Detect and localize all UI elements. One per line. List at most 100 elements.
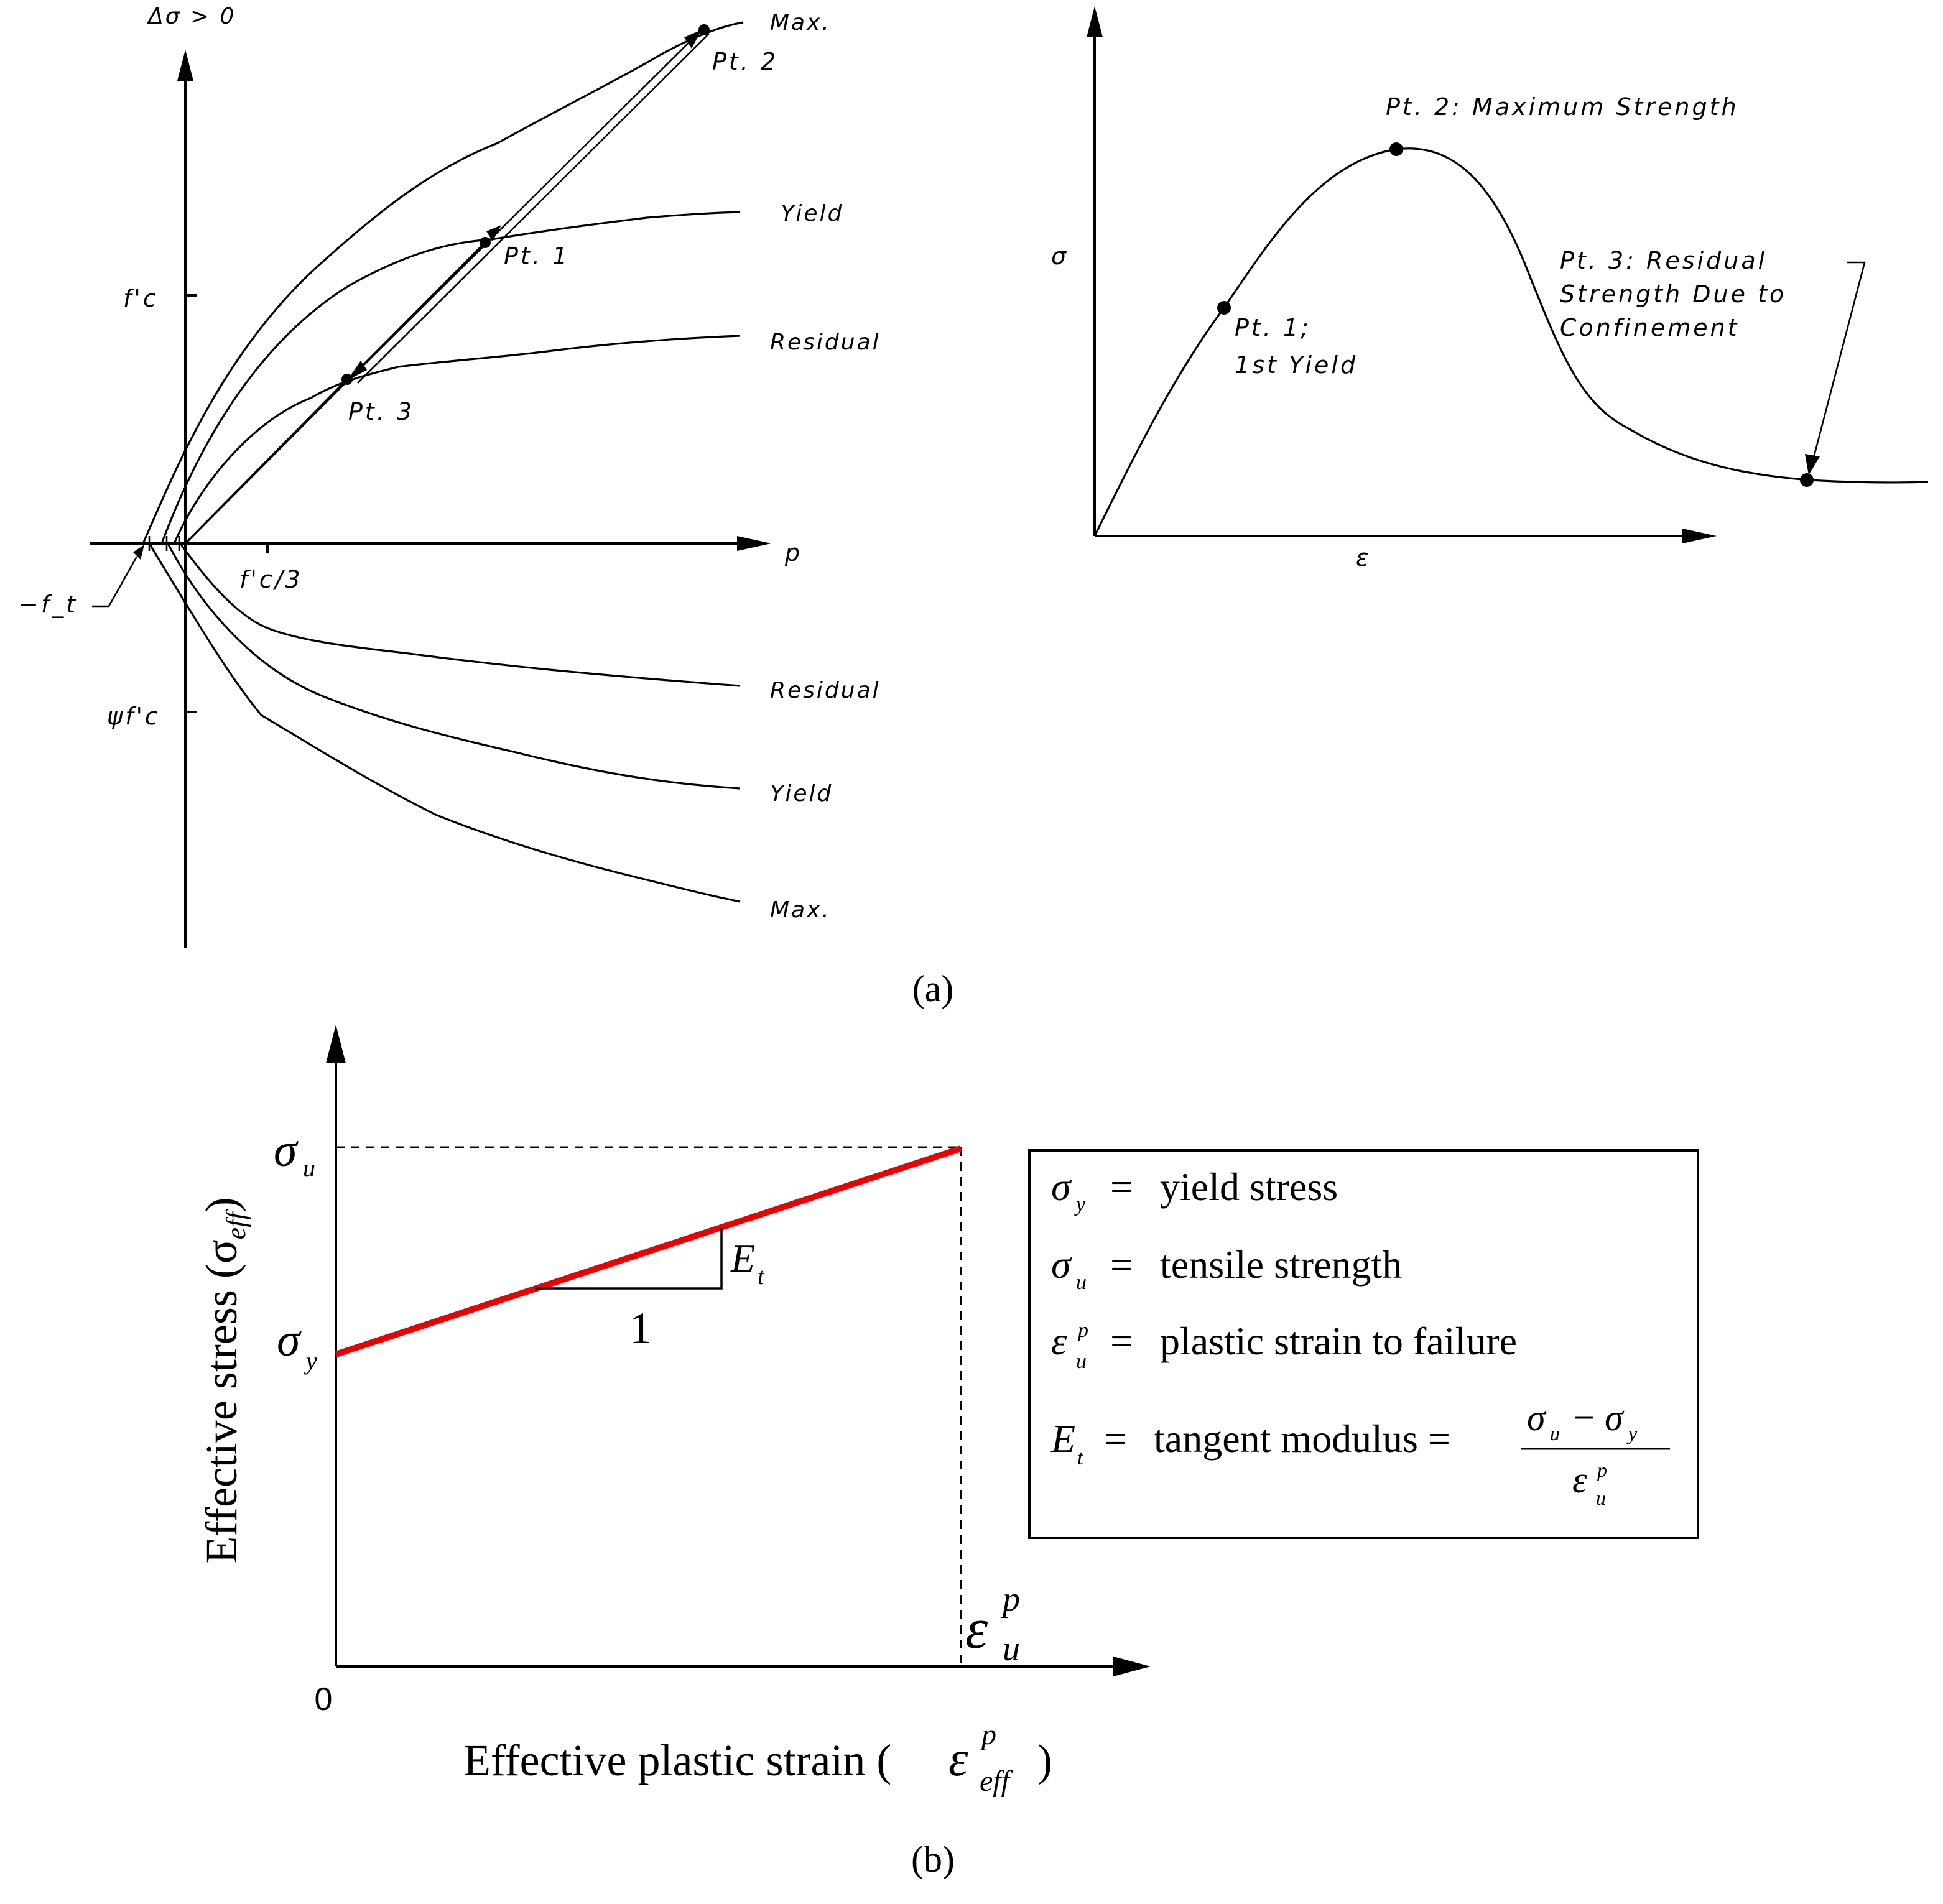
- svg-text:y: y: [304, 1347, 317, 1375]
- lower-residual-label: Residual: [770, 678, 881, 703]
- slope-triangle: [535, 1228, 723, 1290]
- svg-text:p: p: [1000, 1580, 1020, 1619]
- b-y-axis-title: Effective stress (σeff): [197, 1197, 251, 1563]
- svg-text:E: E: [730, 1236, 755, 1280]
- psi-fc-tick-label: ψf'c: [107, 703, 160, 730]
- svg-text:u: u: [1596, 1487, 1606, 1509]
- svg-text:ε: ε: [1051, 1319, 1067, 1363]
- right-pt3-label-line2: Strength Due to: [1560, 280, 1786, 308]
- right-pt3-label-line3: Confinement: [1560, 314, 1740, 341]
- svg-text:eff: eff: [980, 1765, 1013, 1798]
- svg-text:=: =: [1104, 1416, 1126, 1461]
- svg-text:σ: σ: [1051, 1242, 1072, 1287]
- pt2-arrowhead: [684, 30, 702, 49]
- et-label: E t: [730, 1236, 765, 1290]
- svg-text:=: =: [1110, 1165, 1133, 1209]
- lower-residual-curve: [179, 543, 741, 687]
- definition-et: E t = tangent modulus = σ u − σ y ε p u: [1050, 1397, 1670, 1509]
- b-x-axis-arrowhead: [1113, 1657, 1151, 1676]
- svg-text:σ: σ: [1051, 1165, 1072, 1209]
- lower-yield-curve: [167, 543, 741, 790]
- right-pt1-marker: [1217, 301, 1231, 315]
- pt3-leader: [1812, 261, 1866, 461]
- caption-a: (a): [912, 968, 954, 1009]
- lower-max-curve: [148, 543, 741, 903]
- elastic-branch-3: [184, 378, 348, 545]
- lower-yield-label: Yield: [770, 781, 833, 806]
- svg-text:u: u: [1550, 1422, 1560, 1444]
- svg-text:yield stress: yield stress: [1160, 1165, 1338, 1209]
- left-pt3-label: Pt. 3: [348, 398, 414, 425]
- eps-u-tick-label: ε p u: [965, 1580, 1020, 1668]
- caption-b: (b): [911, 1839, 955, 1880]
- slope-run-label: 1: [629, 1303, 652, 1353]
- right-pt1-label-line1: Pt. 1;: [1235, 314, 1311, 341]
- right-x-axis-label: ε: [1356, 544, 1371, 571]
- svg-text:E: E: [1050, 1416, 1075, 1461]
- right-pt2-marker: [1389, 142, 1403, 156]
- svg-text:y: y: [1626, 1422, 1638, 1444]
- left-x-axis-label: p: [784, 539, 802, 566]
- load-path-line-a: [348, 29, 702, 381]
- svg-text:t: t: [1077, 1446, 1084, 1469]
- left-pt2-label: Pt. 2: [712, 48, 778, 75]
- sigma-u-tick-label: σ u: [274, 1124, 315, 1182]
- svg-text:plastic strain to failure: plastic strain to failure: [1160, 1319, 1517, 1363]
- svg-text:σ: σ: [1605, 1397, 1625, 1438]
- panel-a-left-diagram: Δσ > 0 p f'c ψf'c f'c/3 −f_t Max. Yield …: [19, 4, 881, 948]
- upper-max-curve: [142, 21, 744, 544]
- svg-text:u: u: [1076, 1271, 1087, 1294]
- upper-yield-label: Yield: [781, 201, 843, 226]
- svg-text:σ: σ: [1527, 1397, 1547, 1438]
- stress-strain-curve: [1093, 147, 1929, 537]
- load-path-line-b: [357, 33, 710, 384]
- left-y-axis-label: Δσ > 0: [146, 4, 236, 29]
- panel-a-right-diagram: σ ε Pt. 2: Maximum Strength Pt. 1; 1st Y…: [1051, 6, 1929, 571]
- svg-text:σ: σ: [274, 1124, 299, 1176]
- b-x-axis-title: Effective plastic strain ( ε p eff ): [463, 1718, 1052, 1798]
- svg-text:u: u: [1076, 1350, 1087, 1373]
- svg-text:ε: ε: [948, 1732, 968, 1786]
- left-pt2-marker: [698, 24, 710, 35]
- upper-residual-label: Residual: [770, 330, 881, 355]
- definition-eps-u: ε p u = plastic strain to failure: [1051, 1319, 1517, 1373]
- svg-text:=: =: [1110, 1319, 1133, 1363]
- right-pt3-marker: [1800, 473, 1814, 487]
- definition-sigma-u: σ u = tensile strength: [1051, 1242, 1402, 1294]
- left-y-axis-arrowhead: [177, 50, 193, 81]
- sigma-y-tick-label: σ y: [277, 1314, 317, 1375]
- right-pt1-label-line2: 1st Yield: [1235, 351, 1358, 379]
- ft-label: −f_t: [19, 591, 78, 618]
- upper-yield-curve: [160, 211, 741, 544]
- fc3-tick-label: f'c/3: [239, 566, 303, 593]
- svg-text:p: p: [1596, 1459, 1607, 1481]
- right-pt3-label-line1: Pt. 3: Residual: [1560, 247, 1767, 274]
- left-pt3-marker: [341, 374, 353, 385]
- pt3-arrowhead: [347, 361, 367, 381]
- right-pt2-label: Pt. 2: Maximum Strength: [1386, 93, 1739, 121]
- upper-residual-curve: [173, 335, 741, 544]
- svg-text:y: y: [1074, 1193, 1086, 1216]
- right-y-axis-arrowhead: [1087, 6, 1103, 37]
- upper-max-label: Max.: [770, 10, 831, 35]
- definitions-box: [1028, 1149, 1699, 1539]
- svg-text:tensile strength: tensile strength: [1160, 1242, 1402, 1287]
- right-y-axis-label: σ: [1051, 243, 1069, 270]
- fc-tick-label: f'c: [123, 285, 159, 312]
- left-pt1-label: Pt. 1: [504, 243, 570, 270]
- svg-text:ε: ε: [1572, 1459, 1587, 1500]
- svg-text:p: p: [1077, 1319, 1088, 1342]
- svg-text:t: t: [758, 1264, 765, 1290]
- svg-text:tangent modulus =: tangent modulus =: [1154, 1416, 1450, 1461]
- pt3-leader-arrowhead: [1805, 454, 1820, 475]
- b-y-axis-arrowhead: [326, 1025, 346, 1063]
- svg-text:): ): [1037, 1735, 1052, 1785]
- svg-text:Effective plastic strain (: Effective plastic strain (: [463, 1735, 891, 1785]
- lower-max-label: Max.: [770, 897, 831, 923]
- svg-text:u: u: [303, 1154, 315, 1182]
- left-pt1-marker: [480, 237, 491, 248]
- definition-sigma-y: σ y = yield stress: [1051, 1165, 1338, 1216]
- right-x-axis-arrowhead: [1682, 529, 1717, 543]
- left-x-axis-arrowhead: [737, 536, 771, 551]
